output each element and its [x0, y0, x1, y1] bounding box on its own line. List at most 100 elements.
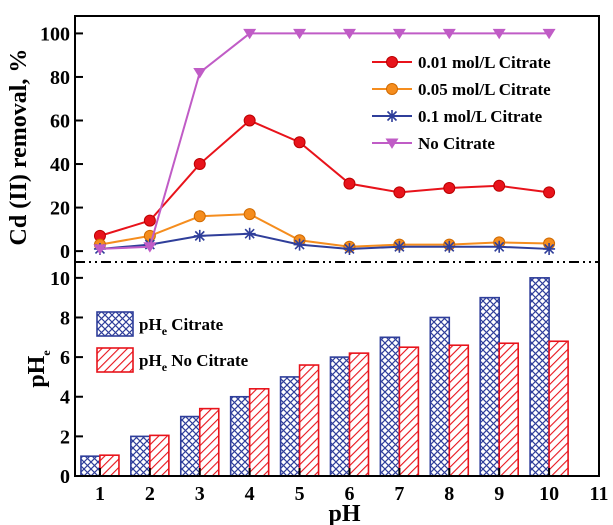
- data-point-marker: [543, 186, 556, 199]
- series-4: [93, 28, 556, 255]
- series-line: [99, 232, 550, 250]
- removal-y-tick-label: 20: [50, 198, 70, 220]
- phe-y-tick-label: 6: [60, 347, 70, 369]
- bar: [248, 388, 270, 477]
- ph-x-axis-label: pH: [328, 501, 360, 525]
- data-point-marker: [93, 244, 107, 255]
- bar: [529, 277, 550, 477]
- data-point-marker: [393, 186, 406, 199]
- legend-label: No Citrate: [418, 134, 495, 153]
- bar: [279, 376, 301, 477]
- x-tick-label: 1: [95, 483, 105, 505]
- data-point-marker: [443, 240, 456, 253]
- data-point-marker: [385, 138, 399, 149]
- phe-bars-group: [80, 277, 569, 477]
- data-point-marker: [543, 242, 556, 255]
- x-tick-label: 2: [145, 483, 155, 505]
- bar: [329, 356, 351, 477]
- removal-y-tick-label: 60: [50, 110, 70, 132]
- bar: [498, 342, 519, 477]
- phe-y-tick-label: 4: [60, 387, 70, 409]
- series-2: [93, 208, 556, 253]
- legend-label: pHe Citrate: [139, 315, 224, 338]
- bar: [229, 395, 251, 477]
- phe-y-ticks: 0 2 4 6 8 10: [50, 268, 83, 488]
- removal-y-tick-label: 80: [50, 67, 70, 89]
- legend-label: 0.1 mol/L Citrate: [418, 107, 543, 126]
- bar: [429, 316, 451, 477]
- removal-y-axis-label: Cd (II) removal, %: [6, 49, 32, 246]
- series-line: [99, 213, 550, 248]
- x-tick-label: 10: [539, 483, 559, 505]
- bar: [479, 296, 500, 477]
- data-point-marker: [193, 210, 206, 223]
- bar: [298, 364, 320, 477]
- series-1: [93, 114, 556, 242]
- data-point-marker: [386, 110, 398, 122]
- data-point-marker: [293, 28, 307, 40]
- x-tick-label: 5: [295, 483, 305, 505]
- phe-y-axis-label-main: pH: [24, 355, 50, 387]
- data-point-marker: [343, 177, 356, 190]
- data-point-marker: [442, 28, 456, 40]
- bar: [179, 415, 201, 477]
- legend-label-sub: e: [162, 324, 168, 338]
- legend-entry: 0.05 mol/L Citrate: [372, 80, 551, 99]
- legend-label-main: pH: [139, 315, 162, 334]
- legend-entry: 0.1 mol/L Citrate: [372, 107, 543, 126]
- removal-y-tick-label: 100: [40, 23, 70, 45]
- data-point-marker: [243, 208, 256, 221]
- bar: [379, 336, 401, 477]
- data-point-marker: [243, 28, 257, 40]
- data-point-marker: [342, 28, 356, 40]
- bar: [198, 407, 220, 477]
- legend-entry: pHe Citrate: [96, 311, 224, 338]
- series-3: [93, 227, 556, 255]
- removal-panel: 0 20 40 60 80 100 0.01 mol/L Citrate 0.05 mol/…: [6, 23, 556, 263]
- data-point-marker: [343, 242, 356, 255]
- data-point-marker: [493, 240, 506, 253]
- series-line: [99, 32, 550, 250]
- legend-label: pHe No Citrate: [139, 351, 249, 374]
- data-point-marker: [386, 83, 398, 95]
- legend-entry: pHe No Citrate: [96, 347, 249, 374]
- legend-label: 0.05 mol/L Citrate: [418, 80, 551, 99]
- phe-y-axis-label-sub: e: [39, 350, 53, 356]
- data-point-marker: [293, 136, 306, 149]
- legend-label-main: pH: [139, 351, 162, 370]
- data-point-marker: [143, 214, 156, 227]
- x-tick-label: 6: [344, 483, 354, 505]
- data-point-marker: [542, 28, 556, 40]
- removal-y-ticks: 0 20 40 60 80 100: [40, 23, 83, 263]
- bar: [80, 455, 101, 477]
- phe-y-tick-label: 8: [60, 307, 70, 329]
- phe-x-ticks: 1 2 3 4 5 6 7 8 9 10 11: [95, 468, 608, 505]
- bar: [149, 434, 170, 477]
- bar: [398, 346, 420, 477]
- data-point-marker: [392, 28, 406, 40]
- legend-label-rest: No Citrate: [167, 351, 249, 370]
- bar-series-2: [99, 340, 569, 477]
- legend-swatch: [96, 311, 134, 337]
- plot-frame: [74, 15, 600, 477]
- legend-label-rest: Citrate: [167, 315, 224, 334]
- x-tick-label: 3: [195, 483, 205, 505]
- phe-y-tick-label: 2: [60, 426, 70, 448]
- bar: [130, 435, 151, 477]
- data-point-marker: [493, 179, 506, 192]
- phe-y-tick-label: 10: [50, 268, 70, 290]
- bar: [348, 352, 370, 477]
- data-point-marker: [386, 56, 398, 68]
- x-tick-label: 7: [394, 483, 404, 505]
- data-point-marker: [193, 229, 206, 242]
- x-tick-label: 9: [494, 483, 504, 505]
- data-point-marker: [393, 240, 406, 253]
- data-point-marker: [143, 242, 157, 253]
- bar: [99, 454, 120, 477]
- legend-entry: No Citrate: [372, 134, 495, 153]
- data-point-marker: [243, 227, 256, 240]
- removal-series-group: [93, 28, 556, 255]
- legend-swatch: [96, 347, 134, 373]
